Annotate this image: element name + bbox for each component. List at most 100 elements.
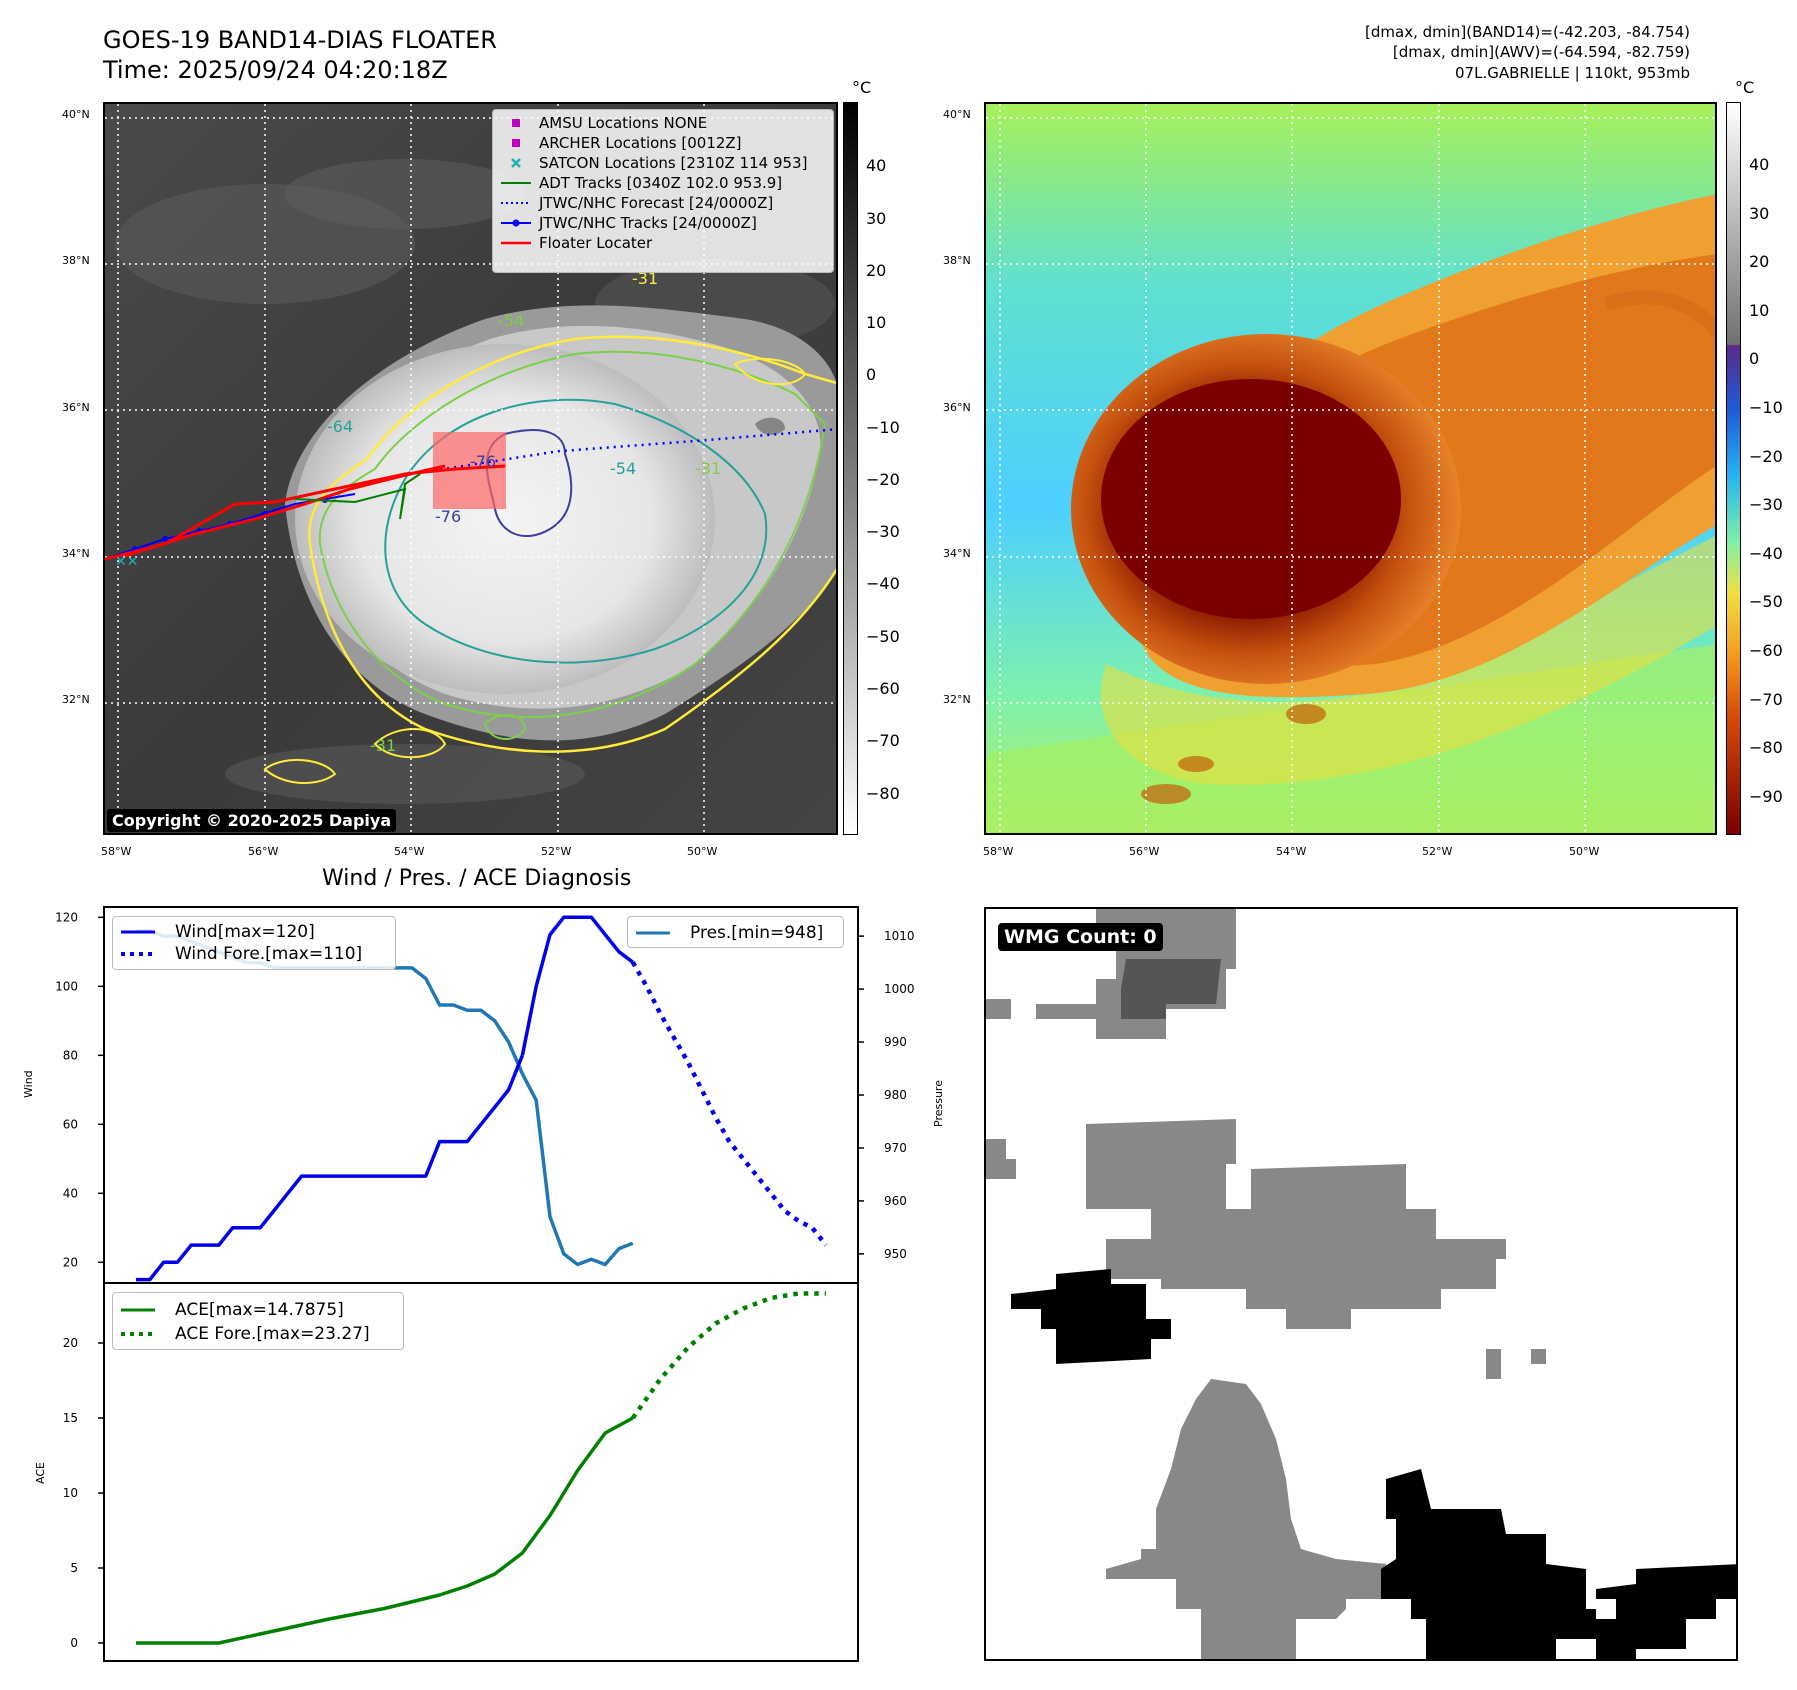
colorbar-tick: 0 xyxy=(866,365,877,385)
diagnosis-title: Wind / Pres. / ACE Diagnosis xyxy=(322,866,632,891)
contour-label: -76 xyxy=(470,452,496,471)
legend-item-amsu: AMSU Locations NONE xyxy=(493,113,833,133)
pressure-tick-label: 960 xyxy=(884,1194,907,1208)
ace-line xyxy=(136,1416,634,1645)
wmg-panel: WMG Count: 0 xyxy=(984,907,1738,1661)
pressure-tick-label: 1000 xyxy=(884,982,915,996)
contour-label: -64 xyxy=(327,417,353,436)
colorbar-tick: −80 xyxy=(1749,738,1783,758)
legend-item-archer: ARCHER Locations [0012Z] xyxy=(493,133,833,153)
pressure-tick-label: 1010 xyxy=(884,929,915,943)
colorbar-tick: −80 xyxy=(866,783,900,803)
ir-map-panel: ✕✕ -31 -54 -64 -76 -76 -54 -31 -31 AMSU … xyxy=(103,102,838,835)
info-band14: [dmax, dmin](BAND14)=(-42.203, -84.754) xyxy=(1365,23,1690,41)
dotted-line-icon xyxy=(121,1322,155,1342)
copyright-badge: Copyright © 2020-2025 Dapiya xyxy=(107,809,397,832)
right-colorbar xyxy=(1726,102,1741,835)
wind-legend: Wind[max=120] Wind Fore.[max=110] xyxy=(112,916,396,970)
contour-label: -31 xyxy=(632,269,658,288)
ace-forecast-line xyxy=(630,1291,826,1420)
wind-line-peak xyxy=(520,915,634,1056)
colorbar-tick: −10 xyxy=(866,417,900,437)
left-colorbar xyxy=(843,102,858,835)
info-awv: [dmax, dmin](AWV)=(-64.594, -82.759) xyxy=(1392,43,1690,61)
colorbar-tick: −30 xyxy=(1749,495,1783,515)
ace-tick-label: 20 xyxy=(63,1336,78,1350)
wind-tick-label: 80 xyxy=(63,1048,78,1062)
x-marker-icon xyxy=(501,153,531,173)
right-colorbar-unit: °C xyxy=(1735,78,1755,97)
figure-title: GOES-19 BAND14-DIAS FLOATER xyxy=(103,26,497,54)
pressure-tick-label: 980 xyxy=(884,1088,907,1102)
wmg-count-badge: WMG Count: 0 xyxy=(998,923,1163,951)
legend-item-floater: Floater Locater xyxy=(493,233,833,253)
wind-tick-label: 20 xyxy=(63,1255,78,1269)
ace-tick-label: 5 xyxy=(70,1561,78,1575)
solid-line-icon xyxy=(636,922,670,942)
colorbar-tick: −90 xyxy=(1749,786,1783,806)
pressure-tick-label: 950 xyxy=(884,1247,907,1261)
map-legend: AMSU Locations NONE ARCHER Locations [00… xyxy=(492,109,834,273)
colorbar-tick: 20 xyxy=(866,260,887,280)
figure-time: Time: 2025/09/24 04:20:18Z xyxy=(103,56,448,84)
dotted-line-icon xyxy=(121,943,155,963)
wind-tick-label: 100 xyxy=(55,979,78,993)
colorbar-tick: −70 xyxy=(866,731,900,751)
ace-tick-label: 10 xyxy=(63,1486,78,1500)
lat-label: 36°N xyxy=(62,401,90,414)
legend-item-adt: ADT Tracks [0340Z 102.0 953.9] xyxy=(493,173,833,193)
colorbar-tick: 10 xyxy=(866,313,887,333)
colorbar-tick: −20 xyxy=(1749,446,1783,466)
ace-tick-label: 15 xyxy=(63,1411,78,1425)
lat-label: 34°N xyxy=(62,547,90,560)
colorbar-tick: 40 xyxy=(1749,155,1770,174)
legend-item-wind-fore: Wind Fore.[max=110] xyxy=(113,943,395,965)
lon-label: 58°W xyxy=(101,845,132,858)
colorbar-tick: −50 xyxy=(1749,592,1783,612)
floater-locater-line-b xyxy=(124,464,446,558)
satcon-markers: ✕✕ xyxy=(115,554,138,570)
legend-item-satcon: SATCON Locations [2310Z 114 953] xyxy=(493,153,833,173)
solid-line-icon xyxy=(121,921,155,941)
lat-label: 34°N xyxy=(943,547,971,560)
line-marker-icon xyxy=(501,233,531,253)
info-storm: 07L.GABRIELLE | 110kt, 953mb xyxy=(1455,64,1690,82)
colorbar-tick: 30 xyxy=(1749,203,1770,223)
lat-label: 38°N xyxy=(62,254,90,267)
line-dot-icon xyxy=(501,213,531,233)
contour-label: -31 xyxy=(370,736,396,755)
pressure-legend: Pres.[min=948] xyxy=(627,916,844,948)
contour-label: -54 xyxy=(498,311,524,330)
lat-label: 38°N xyxy=(943,254,971,267)
lon-label: 52°W xyxy=(541,845,572,858)
lon-label: 54°W xyxy=(394,845,425,858)
ace-axes xyxy=(103,1282,859,1662)
colorbar-tick: 30 xyxy=(866,208,887,228)
lat-label: 32°N xyxy=(943,693,971,706)
awv-map-image xyxy=(986,104,1715,833)
lon-label: 56°W xyxy=(1129,845,1160,858)
line-marker-icon xyxy=(501,173,531,193)
colorbar-tick: −50 xyxy=(866,626,900,646)
wind-forecast-line xyxy=(630,961,828,1247)
colorbar-tick: −10 xyxy=(1749,397,1783,417)
square-marker-icon xyxy=(501,133,531,153)
lat-label: 36°N xyxy=(943,401,971,414)
colorbar-tick: −20 xyxy=(866,469,900,489)
wmg-image xyxy=(986,909,1736,1659)
contour-label: -76 xyxy=(435,507,461,526)
floater-locater-line-a xyxy=(105,464,506,561)
pressure-tick-label: 970 xyxy=(884,1141,907,1155)
lat-label: 40°N xyxy=(62,108,90,121)
lon-label: 52°W xyxy=(1422,845,1453,858)
dotted-line-icon xyxy=(501,193,531,213)
ace-legend: ACE[max=14.7875] ACE Fore.[max=23.27] xyxy=(112,1292,404,1350)
lon-label: 50°W xyxy=(687,845,718,858)
wind-tick-label: 40 xyxy=(63,1186,78,1200)
ir-map-grid xyxy=(105,104,836,833)
pressure-tick-label: 990 xyxy=(884,1035,907,1049)
lat-label: 40°N xyxy=(943,108,971,121)
left-colorbar-unit: °C xyxy=(852,78,872,97)
colorbar-tick: −60 xyxy=(866,679,900,699)
contour-label: -54 xyxy=(610,459,636,478)
